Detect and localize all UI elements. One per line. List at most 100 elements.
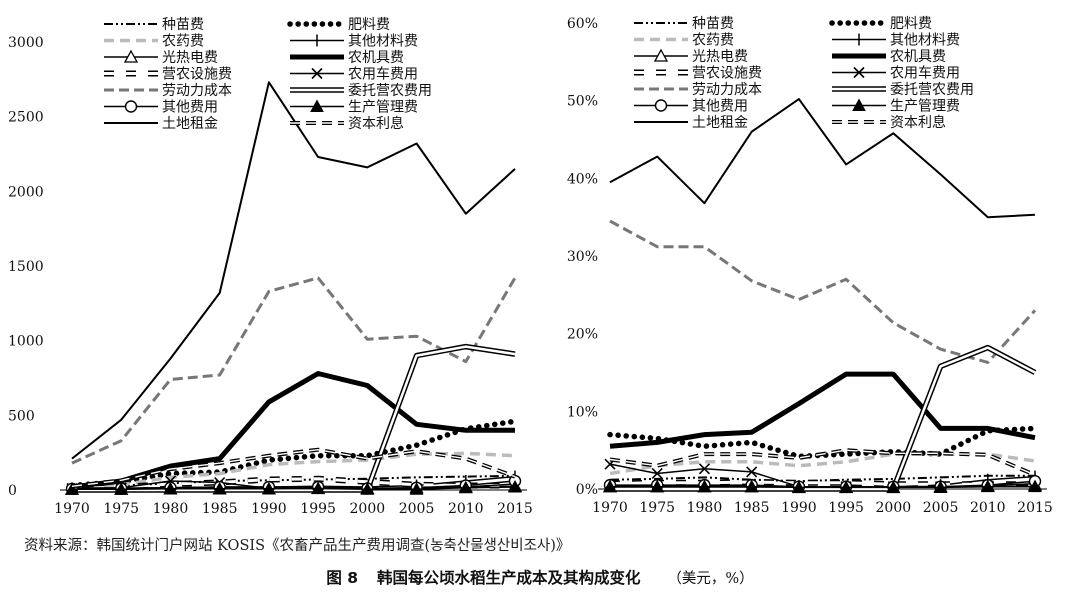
series-facility [609, 479, 1035, 488]
legend-marker-vehicle [853, 66, 865, 79]
data-point-mgmt [114, 482, 129, 495]
legend-item-land: 土地租金 [634, 115, 748, 131]
y-tick-label: 10% [567, 404, 598, 420]
y-tick-label: 0% [576, 482, 598, 498]
caption-title: 韩国每公顷水稻生产成本及其构成变化 [376, 569, 641, 587]
x-tick-label: 1980 [153, 501, 189, 517]
legend-marker-power [123, 49, 139, 63]
legend-label-machine: 农机具费 [890, 49, 946, 65]
series-line-seed [609, 474, 1035, 483]
series-line-machine [609, 371, 1036, 449]
series-line-mgmt [72, 486, 516, 491]
series-machine [609, 371, 1036, 449]
series-interest [609, 448, 1036, 477]
legend-label-othermat: 其他材料费 [890, 33, 960, 49]
data-point-mgmt [792, 480, 806, 493]
legend-label-vehicle: 农用车费用 [890, 65, 960, 82]
chart-absolute-usd: 0 500 1000 1500 2000 2500 3000 1970 1975 1980 1985… [8, 17, 533, 517]
y-tick-label: 3000 [8, 35, 44, 51]
series-line-otherexp [71, 480, 516, 490]
caption-unit: （美元，%） [667, 571, 754, 587]
series-contract [72, 343, 516, 493]
data-point-mgmt [933, 480, 948, 493]
legend-item-othermat: 其他材料费 [290, 34, 418, 50]
x-tick-label: 1990 [781, 500, 817, 516]
series-line-fert [607, 425, 1038, 460]
x-tick-label: 2000 [876, 500, 912, 516]
legend-label-contract: 委托营农费用 [890, 82, 974, 98]
legend-item-othermat: 其他材料费 [832, 33, 960, 49]
data-point-mgmt [163, 481, 178, 495]
legend-item-vehicle: 农用车费用 [290, 66, 418, 83]
x-tick-label: 2010 [970, 500, 1006, 516]
legend-item-pest: 农药费 [104, 34, 204, 50]
x-tick-label: 1985 [734, 500, 770, 516]
x-tick-label: 2000 [350, 501, 386, 517]
legend-marker-otherexp [124, 100, 138, 113]
x-tick-label: 1990 [251, 501, 287, 517]
legend-label-land: 土地租金 [692, 115, 748, 131]
y-tick-label: 2000 [8, 184, 44, 200]
legend-label-labor: 劳动力成本 [692, 82, 762, 98]
data-point-vehicle [698, 463, 711, 475]
legend-label-mgmt: 生产管理费 [890, 99, 960, 115]
data-point-mgmt [839, 480, 853, 493]
x-tick-label: 2010 [448, 501, 484, 517]
source-note: 资料来源：韩国统计门户网站 KOSIS《农畜产品生产费用调查(농축산물생산비조사… [24, 538, 571, 554]
legend-label-interest: 资本利息 [348, 115, 404, 132]
data-point-mgmt [311, 481, 325, 495]
series-line-contract-inner [72, 345, 516, 492]
series-line-contract-inner [610, 346, 1036, 491]
legend-item-otherexp: 其他费用 [634, 99, 748, 115]
y-tick-label: 1000 [8, 334, 44, 350]
legend-label-pest: 农药费 [692, 33, 734, 49]
data-point-mgmt [458, 480, 473, 494]
series-line-land [71, 81, 516, 460]
legend-item-contract: 委托营农费用 [832, 82, 974, 98]
legend-marker-otherexp [654, 99, 668, 112]
series-line-facility-inner [71, 477, 515, 490]
legend-label-fert: 肥料费 [890, 16, 932, 32]
y-tick-label: 30% [567, 249, 598, 265]
series-line-land [609, 98, 1036, 219]
legend-item-otherexp: 其他费用 [104, 100, 218, 116]
legend-item-labor: 劳动力成本 [104, 83, 232, 99]
series-fert [69, 418, 518, 489]
data-point-mgmt [886, 480, 901, 493]
x-tick-label: 2005 [923, 500, 959, 516]
data-point-mgmt [697, 479, 712, 493]
legend-item-contract: 委托营农费用 [290, 83, 432, 99]
legend-item-fert: 肥料费 [287, 17, 390, 33]
legend-label-power: 光热电费 [162, 50, 218, 66]
legend-label-fert: 肥料费 [348, 17, 390, 33]
legend-item-facility: 营农设施费 [634, 66, 762, 82]
y-tick-label: 40% [567, 171, 598, 187]
legend-item-pest: 农药费 [634, 33, 734, 49]
x-tick-label: 2005 [399, 501, 435, 517]
legend-item-land: 土地租金 [104, 116, 218, 132]
chart-share-percent: 0% 10% 20% 30% 40% 50% 60% 1970 1975 1980 1985 1990… [567, 16, 1053, 516]
legend-label-otherexp: 其他费用 [162, 100, 218, 116]
data-point-vehicle [746, 466, 758, 478]
legend-label-mgmt: 生产管理费 [348, 100, 418, 116]
legend-label-vehicle: 农用车费用 [348, 66, 418, 83]
x-tick-label: 2015 [497, 501, 533, 517]
legend-marker-vehicle [311, 67, 323, 80]
legend-item-mgmt: 生产管理费 [290, 99, 418, 116]
data-point-mgmt [1028, 479, 1042, 493]
x-tick-label: 1970 [592, 500, 628, 516]
legend-item-mgmt: 生产管理费 [832, 98, 960, 115]
legend-item-fert: 肥料费 [829, 16, 932, 32]
legend-label-land: 土地租金 [162, 116, 218, 132]
x-tick-label: 1970 [54, 501, 90, 517]
x-tick-label: 1975 [639, 500, 675, 516]
legend-item-facility: 营农设施费 [104, 67, 232, 83]
series-line-interest-inner [71, 449, 516, 487]
series-line-contract [610, 344, 1037, 492]
data-point-mgmt [650, 479, 665, 493]
legend-label-facility: 营农设施费 [162, 67, 232, 83]
series-line-fert [69, 418, 518, 489]
legend-marker-power [653, 48, 669, 62]
y-tick-label: 20% [567, 327, 598, 343]
